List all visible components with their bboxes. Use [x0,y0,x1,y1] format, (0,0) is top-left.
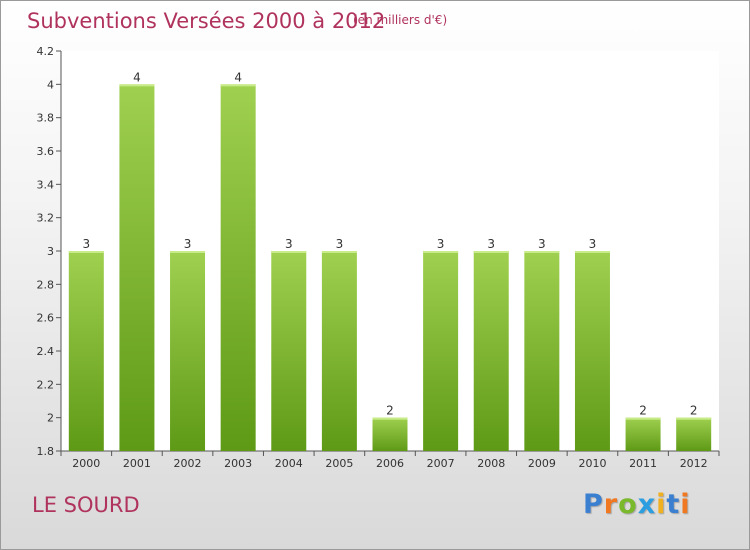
logo-letter: t [666,489,681,520]
bar-2000 [68,251,104,451]
bar-2004 [271,251,307,451]
y-tick-label: 2 [47,412,54,425]
logo-letter: P [583,489,604,520]
y-tick-label: 4.2 [37,45,55,58]
chart-subtitle: (en milliers d'€) [353,13,448,27]
bar-highlight [473,251,509,253]
x-tick-label: 2008 [477,457,505,470]
data-label: 2 [386,404,394,418]
data-label: 4 [234,70,242,84]
bar-highlight [372,417,408,420]
y-tick-label: 3 [47,245,54,258]
data-label: 3 [285,237,293,251]
x-tick-label: 2012 [680,457,708,470]
x-tick-label: 2004 [275,457,303,470]
bar-2011 [625,417,661,451]
plot-background [61,51,719,451]
y-tick-label: 3.8 [37,112,55,125]
logo-letter: i [680,489,691,520]
y-tick-label: 3.6 [37,145,55,158]
x-tick-label: 2002 [174,457,202,470]
data-label: 3 [437,237,445,251]
y-tick-label: 2.4 [37,345,55,358]
bar-highlight [220,84,256,87]
x-tick-label: 2011 [629,457,657,470]
x-tick-label: 2003 [224,457,252,470]
data-label: 4 [133,70,141,84]
bar-2001 [119,84,155,451]
bar-highlight [676,417,712,420]
logo-letter: o [618,489,638,520]
bar-2002 [170,251,206,451]
plot-area [61,51,719,451]
bar-highlight [321,251,357,253]
data-label: 2 [690,404,698,418]
x-tick-label: 2006 [376,457,404,470]
proxiti-logo: Proxiti [583,489,691,520]
bar-highlight [524,251,560,253]
bar-highlight [625,417,661,420]
data-label: 3 [487,237,495,251]
data-label: 3 [589,237,597,251]
bar-highlight [423,251,459,253]
data-label: 2 [639,404,647,418]
bar-2007 [423,251,459,451]
x-tick-label: 2001 [123,457,151,470]
x-tick-label: 2005 [325,457,353,470]
bar-2010 [574,251,610,451]
bar-2008 [473,251,509,451]
x-tick-label: 2010 [578,457,606,470]
data-label: 3 [538,237,546,251]
y-tick-label: 2.8 [37,278,55,291]
logo-letter: r [603,489,619,520]
chart-title: Subventions Versées 2000 à 2012 [27,9,386,33]
x-tick-label: 2007 [427,457,455,470]
data-labels: 3 4 3 4 3 3 2 3 3 3 3 2 2 [82,70,697,417]
bar-2006 [372,417,408,451]
data-label: 3 [82,237,90,251]
x-axis: 2000 2001 2002 2003 2004 2005 2006 2007 2008 2009… [60,450,720,470]
y-axis: 1.8 2 2.2 2.4 2.6 2.8 3 3.2 3.4 3.6 3.8 4 4.2 [37,45,62,458]
y-tick-label: 2.6 [37,312,55,325]
bars [68,84,712,451]
data-label: 3 [184,237,192,251]
bar-highlight [574,251,610,253]
y-tick-label: 1.8 [37,445,55,458]
bar-highlight [68,251,104,253]
y-tick-label: 2.2 [37,378,55,391]
bar-2009 [524,251,560,451]
bar-2005 [321,251,357,451]
bar-highlight [170,251,206,253]
y-tick-label: 3.4 [37,178,55,191]
bar-2012 [676,417,712,451]
y-tick-label: 4 [47,78,54,91]
logo-letter: x [637,489,657,520]
bar-2003 [220,84,256,451]
x-tick-label: 2009 [528,457,556,470]
logo-letter: i [656,489,667,520]
bar-highlight [119,84,155,87]
bar-highlight [271,251,307,253]
x-tick-label: 2000 [72,457,100,470]
commune-name: LE SOURD [32,493,140,517]
y-tick-label: 3.2 [37,212,55,225]
data-label: 3 [336,237,344,251]
